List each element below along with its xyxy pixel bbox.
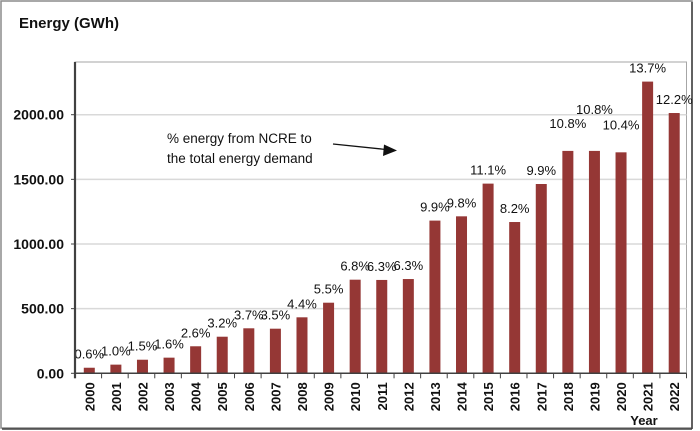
bar [509, 222, 521, 374]
x-tick-label: 2019 [587, 382, 602, 411]
x-tick-label: 2012 [401, 382, 416, 411]
data-label: 11.1% [470, 163, 506, 178]
bar [323, 302, 335, 374]
y-tick-label: 500.00 [21, 301, 64, 317]
data-label: 13.7% [629, 61, 666, 76]
bar [136, 359, 148, 374]
bar [482, 183, 494, 374]
x-tick-label: 2020 [614, 382, 629, 411]
data-label: 2.6% [181, 325, 211, 340]
x-tick-label: 2000 [82, 382, 97, 411]
data-label: 10.4% [603, 117, 640, 132]
x-tick-label: 2009 [322, 382, 337, 411]
data-label: 4.4% [287, 296, 317, 311]
x-tick-label: 2003 [162, 382, 177, 411]
bar [349, 279, 361, 374]
annotation-line-1: % energy from NCRE to [167, 131, 312, 146]
x-axis [74, 372, 687, 379]
bar [376, 279, 388, 374]
data-label: 9.9% [420, 200, 450, 215]
x-tick-label: 2002 [135, 382, 150, 411]
x-tick-label: 2018 [561, 382, 576, 411]
bar [615, 152, 627, 374]
x-tick-label: 2013 [428, 382, 443, 411]
data-label: 3.2% [207, 316, 237, 331]
x-tick-label: 2014 [455, 382, 470, 412]
x-tick-labels: 2000 2001 2002 2003 2004 2005 2006 2007 2008 2009… [82, 382, 682, 412]
y-axis-title: Energy (GWh) [19, 15, 119, 32]
y-tick-label: 1000.00 [13, 236, 64, 252]
x-tick-label: 2021 [641, 382, 656, 411]
data-label: 1.0% [101, 344, 131, 359]
bar [429, 220, 441, 374]
bar [668, 113, 680, 374]
y-tick-label: 2000.00 [13, 107, 64, 123]
x-tick-label: 2015 [481, 382, 496, 411]
x-tick-label: 2008 [295, 382, 310, 411]
x-tick-label: 2011 [375, 382, 390, 410]
data-label: 1.5% [128, 339, 158, 354]
data-label: 0.6% [74, 347, 104, 362]
bar [402, 279, 414, 374]
data-label: 8.2% [500, 201, 530, 216]
bar [588, 150, 600, 374]
data-label: 6.3% [394, 258, 424, 273]
bar [83, 367, 95, 374]
bar [296, 317, 308, 374]
bar [535, 184, 547, 374]
x-tick-label: 2010 [348, 382, 363, 411]
bar [110, 364, 122, 374]
data-label: 12.2% [656, 92, 693, 107]
x-axis-title: Year [630, 413, 657, 428]
bar [190, 346, 202, 374]
bar [642, 81, 654, 374]
bar [216, 336, 228, 374]
x-tick-label: 2022 [667, 382, 682, 411]
data-label: 10.8% [549, 116, 586, 131]
x-tick-label: 2006 [242, 382, 257, 411]
y-tick-label: 0.00 [37, 365, 64, 381]
bar [269, 328, 281, 374]
bar [243, 328, 255, 374]
data-label: 6.3% [367, 259, 397, 274]
x-tick-label: 2004 [189, 382, 204, 412]
x-tick-label: 2017 [534, 382, 549, 411]
data-label: 5.5% [314, 282, 344, 297]
bar [163, 357, 175, 374]
annotation-arrow-head [383, 144, 397, 156]
x-tick-label: 2016 [508, 382, 523, 411]
data-label: 1.6% [154, 337, 184, 352]
data-label: 3.5% [261, 308, 291, 323]
annotation-arrow-shaft [332, 143, 387, 151]
x-tick-label: 2001 [109, 382, 124, 411]
x-tick-label: 2007 [268, 382, 283, 411]
data-label: 3.7% [234, 307, 264, 322]
x-tick-label: 2005 [215, 382, 230, 411]
y-ticks: 0.00 500.00 1000.00 1500.00 2000.00 [13, 107, 75, 381]
data-label: 6.8% [340, 259, 370, 274]
annotation-line-2: the total energy demand [167, 151, 313, 166]
data-label: 9.9% [526, 163, 556, 178]
data-labels: 0.6%1.0%1.5%1.6%2.6%3.2%3.7%3.5%4.4%5.5%… [74, 61, 693, 362]
bars [83, 81, 680, 374]
bar [562, 150, 574, 374]
bar [456, 216, 468, 374]
y-tick-label: 1500.00 [13, 171, 64, 187]
data-label: 9.8% [447, 195, 477, 210]
data-label: 10.8% [576, 102, 613, 117]
